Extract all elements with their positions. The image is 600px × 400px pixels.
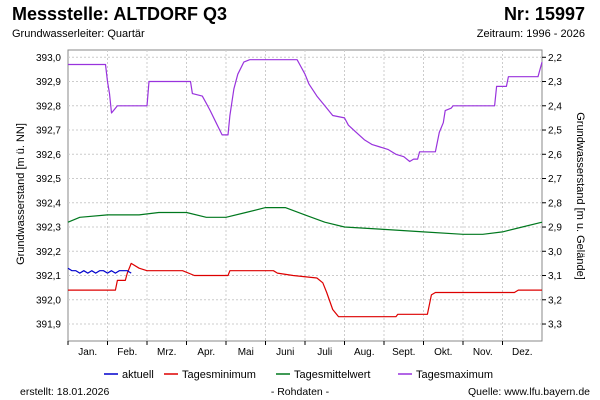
- y-tick-label: 392,1: [36, 271, 61, 282]
- x-tick-label: Dez.: [512, 347, 533, 358]
- y-tick-label: 392,7: [36, 126, 61, 137]
- y2-tick-label: 2,2: [548, 53, 562, 64]
- y-tick-label: 392,6: [36, 150, 61, 161]
- y-axis-label-right: Grundwasserstand [m u. Gelände]: [574, 112, 586, 280]
- y-tick-label: 392,0: [36, 295, 61, 306]
- y-tick-label: 392,8: [36, 101, 61, 112]
- y2-tick-label: 2,7: [548, 174, 562, 185]
- y2-tick-label: 3,2: [548, 295, 562, 306]
- x-tick-label: Mai: [238, 347, 254, 358]
- y-tick-label: 392,4: [36, 198, 61, 209]
- y-tick-label: 392,9: [36, 77, 61, 88]
- y-tick-label: 391,9: [36, 320, 61, 331]
- legend-entry: aktuell: [122, 369, 154, 381]
- grid: [68, 50, 542, 341]
- x-tick-label: Nov.: [473, 347, 493, 358]
- created-date: erstellt: 18.01.2026: [20, 386, 109, 398]
- x-tick-label: Aug.: [354, 347, 375, 358]
- legend: aktuell Tagesminimum Tagesmittelwert Tagesm…: [104, 369, 493, 381]
- x-tick-label: Feb.: [117, 347, 137, 358]
- y2-tick-label: 2,5: [548, 126, 562, 137]
- x-tick-label: Mrz.: [157, 347, 176, 358]
- y2-tick-label: 3,0: [548, 247, 562, 258]
- y-axis-right: 2,2 2,3 2,4 2,5 2,6 2,7 2,8 2,9 3,0 3,1 3,2 3,3: [542, 53, 562, 331]
- station-number: Nr: 15997: [504, 4, 585, 24]
- x-tick-label: Jan.: [78, 347, 97, 358]
- series-line-tagesmittelwert: [67, 207, 543, 235]
- plot-area: [67, 49, 543, 342]
- legend-entry: Tagesmittelwert: [294, 369, 370, 381]
- source-note: Quelle: www.lfu.bayern.de: [468, 386, 590, 398]
- x-tick-label: Juli: [317, 347, 332, 358]
- y-tick-label: 392,2: [36, 247, 61, 258]
- y2-tick-label: 3,1: [548, 271, 562, 282]
- series-layer: [67, 59, 543, 318]
- y2-tick-label: 2,9: [548, 223, 562, 234]
- legend-entry: Tagesmaximum: [416, 369, 493, 381]
- legend-entry: Tagesminimum: [182, 369, 256, 381]
- aquifer-label: Grundwasserleiter: Quartär: [12, 28, 145, 40]
- y2-tick-label: 2,6: [548, 150, 562, 161]
- y-tick-label: 392,5: [36, 174, 61, 185]
- y2-tick-label: 2,3: [548, 77, 562, 88]
- x-tick-label: Sept.: [392, 347, 415, 358]
- x-tick-label: Juni: [276, 347, 294, 358]
- y2-tick-label: 2,4: [548, 101, 562, 112]
- rawdata-note: - Rohdaten -: [271, 386, 330, 398]
- y2-tick-label: 2,8: [548, 198, 562, 209]
- station-title: Messstelle: ALTDORF Q3: [12, 4, 227, 24]
- series-line-aktuell: [67, 267, 132, 274]
- period-label: Zeitraum: 1996 - 2026: [477, 28, 585, 40]
- x-axis: Jan. Feb. Mrz. Apr. Mai Juni Juli Aug. Sept. Okt.…: [67, 341, 533, 358]
- y-tick-label: 392,3: [36, 223, 61, 234]
- y2-tick-label: 3,3: [548, 320, 562, 331]
- y-tick-label: 393,0: [36, 53, 61, 64]
- x-tick-label: Okt.: [434, 347, 452, 358]
- series-line-tagesminimum: [68, 262, 542, 318]
- x-tick-label: Apr.: [197, 347, 215, 358]
- y-axis-label-left: Grundwasserstand [m ü. NN]: [15, 123, 27, 265]
- y-axis-left: 391,9 392,0 392,1 392,2 392,3 392,4 392,5 392,6…: [36, 53, 61, 331]
- series-line-tagesmaximum: [68, 59, 543, 163]
